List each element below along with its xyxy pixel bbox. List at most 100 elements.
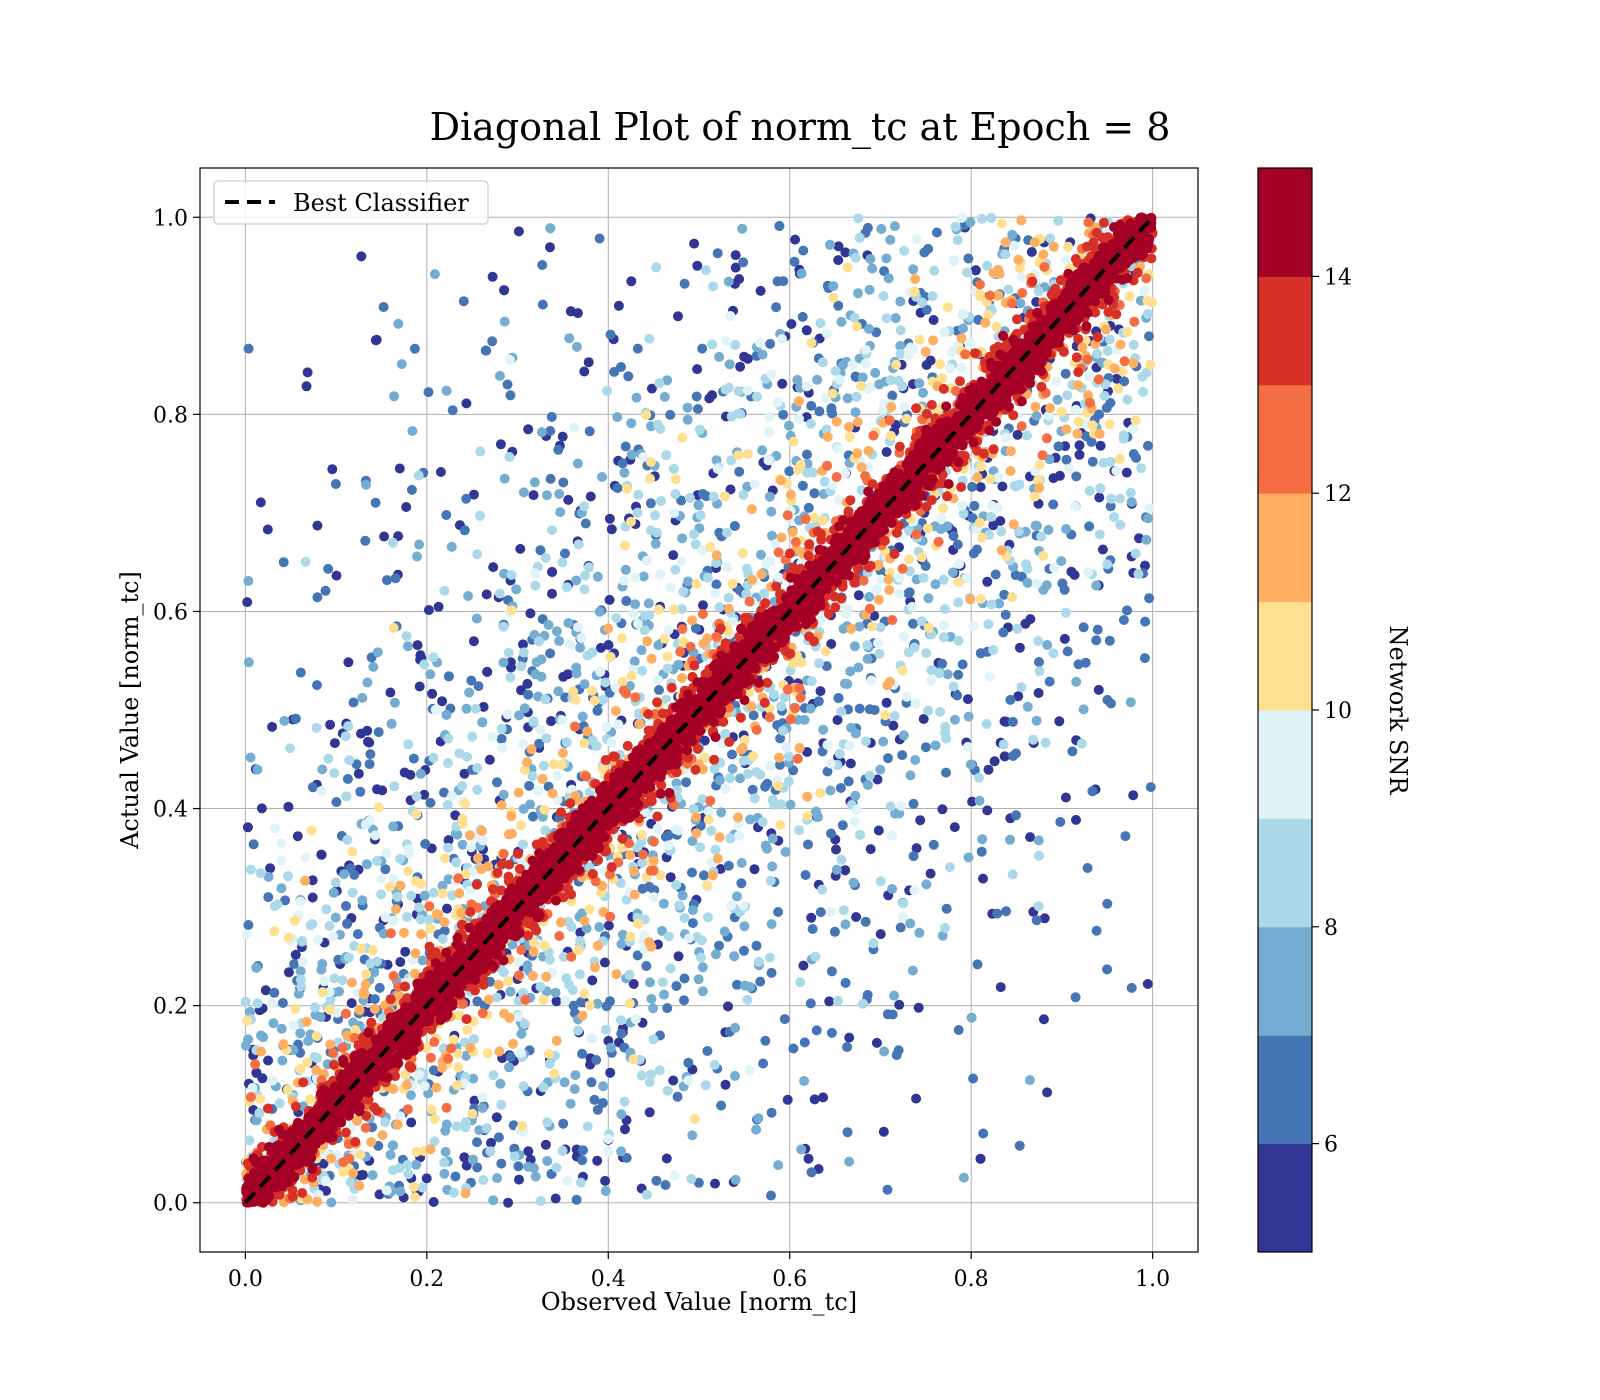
scatter-point: [799, 1037, 810, 1048]
scatter-point: [963, 711, 974, 722]
scatter-point: [792, 753, 803, 764]
scatter-point: [426, 1104, 437, 1115]
scatter-point: [805, 418, 816, 429]
scatter-point: [967, 796, 978, 807]
scatter-point: [926, 399, 937, 410]
scatter-point: [597, 1098, 608, 1108]
scatter-point: [662, 1085, 673, 1096]
scatter-point: [412, 640, 423, 651]
scatter-point: [1041, 433, 1052, 444]
scatter-point: [799, 1076, 810, 1086]
scatter-point: [1054, 716, 1065, 727]
scatter-point: [616, 1028, 627, 1039]
scatter-point: [269, 901, 280, 911]
scatter-point: [858, 575, 869, 586]
scatter-point: [755, 976, 766, 987]
scatter-point: [694, 424, 705, 435]
scatter-point: [439, 787, 449, 798]
scatter-point: [687, 867, 697, 878]
scatter-point: [522, 757, 533, 767]
scatter-point: [1126, 497, 1137, 507]
scatter-point: [984, 671, 995, 682]
scatter-point: [799, 714, 810, 725]
scatter-point: [1048, 499, 1059, 510]
scatter-point: [712, 853, 723, 864]
scatter-point: [504, 1062, 514, 1073]
scatter-point: [805, 703, 816, 714]
scatter-point: [582, 726, 593, 737]
scatter-point: [334, 986, 345, 997]
scatter-point: [975, 482, 986, 493]
scatter-point: [685, 641, 696, 652]
scatter-point: [1036, 381, 1047, 392]
scatter-point: [934, 668, 945, 679]
scatter-point: [1073, 380, 1084, 391]
scatter-point: [361, 969, 372, 980]
scatter-point: [1094, 429, 1105, 439]
scatter-point: [888, 720, 899, 731]
scatter-point: [536, 427, 547, 438]
scatter-point: [833, 995, 843, 1006]
scatter-point: [472, 996, 483, 1007]
scatter-point: [659, 633, 670, 644]
scatter-point: [553, 444, 564, 455]
scatter-point: [282, 1084, 293, 1095]
scatter-point: [850, 407, 861, 418]
scatter-point: [319, 976, 330, 987]
scatter-point: [620, 441, 631, 452]
scatter-point: [889, 990, 900, 1001]
scatter-point: [585, 491, 596, 502]
scatter-point: [688, 529, 699, 540]
scatter-point: [843, 604, 854, 615]
scatter-point: [862, 222, 873, 233]
scatter-point: [894, 999, 905, 1010]
scatter-point: [342, 918, 353, 929]
scatter-point: [852, 417, 863, 427]
scatter-point: [904, 554, 915, 565]
scatter-point: [599, 957, 610, 968]
scatter-point: [962, 267, 973, 278]
scatter-point: [646, 383, 657, 394]
scatter-point: [584, 904, 595, 915]
scatter-point: [999, 589, 1010, 600]
scatter-point: [698, 870, 709, 881]
scatter-point: [388, 971, 399, 981]
scatter-point: [640, 610, 650, 621]
scatter-point: [651, 527, 662, 538]
scatter-point: [352, 1115, 363, 1126]
scatter-point: [897, 750, 908, 761]
scatter-point: [805, 998, 816, 1009]
scatter-point: [891, 359, 902, 370]
scatter-point: [865, 254, 876, 264]
scatter-point: [403, 1169, 414, 1180]
scatter-point: [1063, 241, 1073, 252]
scatter-point: [292, 831, 303, 842]
scatter-point: [836, 706, 847, 717]
scatter-point: [897, 912, 908, 922]
scatter-point: [544, 1049, 554, 1059]
scatter-point: [818, 724, 829, 735]
scatter-point: [679, 973, 690, 984]
scatter-point: [251, 962, 262, 973]
scatter-point: [720, 1079, 731, 1090]
scatter-point: [290, 949, 301, 960]
scatter-point: [671, 981, 682, 991]
scatter-point: [840, 247, 851, 258]
scatter-point: [283, 932, 294, 943]
scatter-point: [297, 935, 308, 946]
scatter-point: [919, 247, 930, 258]
scatter-point: [801, 325, 812, 336]
scatter-point: [877, 404, 888, 415]
scatter-point: [1016, 421, 1027, 432]
scatter-point: [911, 1093, 922, 1104]
scatter-point: [370, 497, 381, 508]
scatter-point: [300, 852, 311, 863]
scatter-point: [605, 329, 616, 340]
scatter-point: [676, 556, 687, 567]
scatter-point: [419, 659, 430, 670]
scatter-point: [944, 862, 955, 873]
scatter-point: [755, 549, 766, 560]
scatter-point: [328, 1059, 339, 1070]
scatter-point: [306, 825, 317, 836]
scatter-point: [443, 671, 454, 682]
